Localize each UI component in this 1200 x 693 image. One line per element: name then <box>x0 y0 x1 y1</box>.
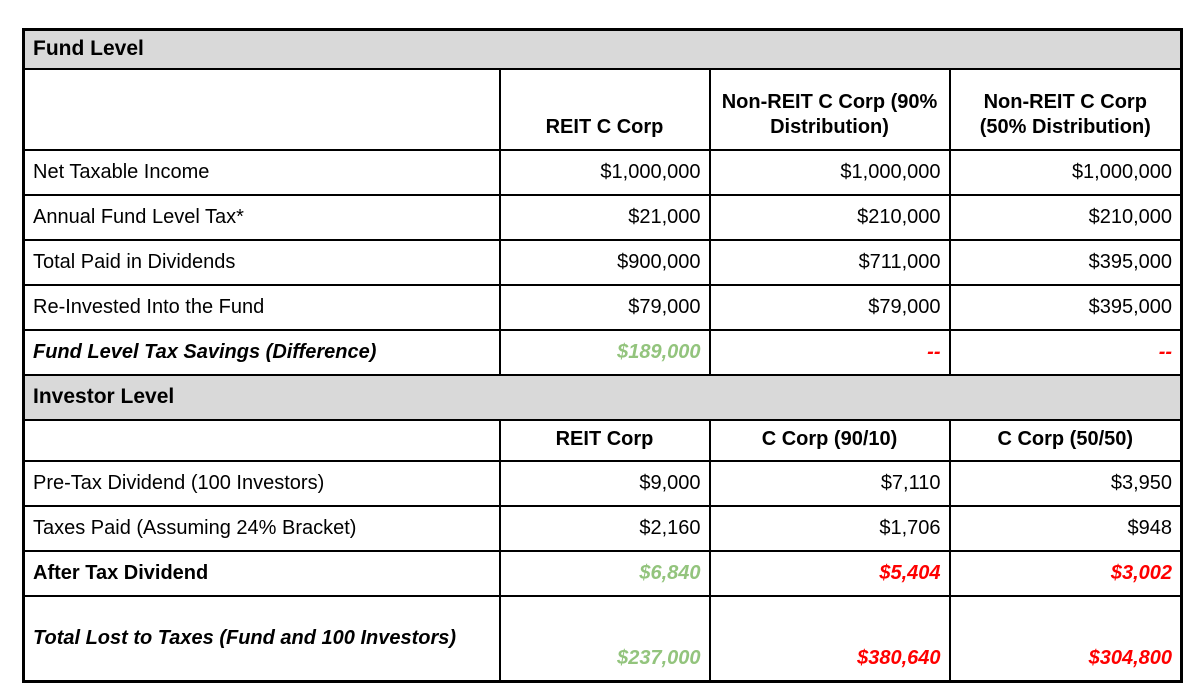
cell-value-positive: $237,000 <box>498 595 711 683</box>
tax-comparison-table: Fund Level REIT C Corp Non-REIT C Corp (… <box>22 28 1184 683</box>
cell-value: $948 <box>948 505 1183 552</box>
fund-column-header-row: REIT C Corp Non-REIT C Corp (90% Distrib… <box>22 68 1183 151</box>
investor-header-blank-cell <box>22 419 501 462</box>
cell-value: $1,000,000 <box>708 149 951 196</box>
row-label: Fund Level Tax Savings (Difference) <box>22 329 501 376</box>
cell-value-positive: $189,000 <box>498 329 711 376</box>
cell-value: $210,000 <box>708 194 951 241</box>
cell-value: $9,000 <box>498 460 711 507</box>
row-label: Re-Invested Into the Fund <box>22 284 501 331</box>
fund-header-blank-cell <box>22 68 501 151</box>
fund-column-header-nonreit-50: Non-REIT C Corp (50% Distribution) <box>948 68 1183 151</box>
investor-column-header-ccorp-9010: C Corp (90/10) <box>708 419 951 462</box>
investor-level-section-row: Investor Level <box>22 374 1183 421</box>
investor-level-section-title: Investor Level <box>22 374 1183 421</box>
row-label: Net Taxable Income <box>22 149 501 196</box>
cell-value: $395,000 <box>948 239 1183 286</box>
investor-column-header-reit: REIT Corp <box>498 419 711 462</box>
row-label: Taxes Paid (Assuming 24% Bracket) <box>22 505 501 552</box>
cell-value: $1,000,000 <box>948 149 1183 196</box>
table-row-total-lost-to-taxes: Total Lost to Taxes (Fund and 100 Invest… <box>22 595 1183 683</box>
cell-value-negative: -- <box>708 329 951 376</box>
cell-value-negative: $3,002 <box>948 550 1183 597</box>
table-row-taxes-paid: Taxes Paid (Assuming 24% Bracket) $2,160… <box>22 505 1183 552</box>
fund-level-section-title: Fund Level <box>22 28 1183 70</box>
row-label: After Tax Dividend <box>22 550 501 597</box>
row-label: Annual Fund Level Tax* <box>22 194 501 241</box>
cell-value-negative: $380,640 <box>708 595 951 683</box>
row-label: Pre-Tax Dividend (100 Investors) <box>22 460 501 507</box>
table-row-fund-level-tax-savings: Fund Level Tax Savings (Difference) $189… <box>22 329 1183 376</box>
cell-value: $2,160 <box>498 505 711 552</box>
table-row-total-paid-dividends: Total Paid in Dividends $900,000 $711,00… <box>22 239 1183 286</box>
row-label: Total Paid in Dividends <box>22 239 501 286</box>
fund-level-section-row: Fund Level <box>22 28 1183 70</box>
cell-value: $900,000 <box>498 239 711 286</box>
cell-value-positive: $6,840 <box>498 550 711 597</box>
table-row-net-taxable-income: Net Taxable Income $1,000,000 $1,000,000… <box>22 149 1183 196</box>
cell-value-negative: $5,404 <box>708 550 951 597</box>
table-row-pretax-dividend: Pre-Tax Dividend (100 Investors) $9,000 … <box>22 460 1183 507</box>
investor-column-header-ccorp-5050: C Corp (50/50) <box>948 419 1183 462</box>
cell-value: $79,000 <box>708 284 951 331</box>
table-row-annual-fund-level-tax: Annual Fund Level Tax* $21,000 $210,000 … <box>22 194 1183 241</box>
cell-value: $1,706 <box>708 505 951 552</box>
cell-value: $1,000,000 <box>498 149 711 196</box>
cell-value: $21,000 <box>498 194 711 241</box>
table-row-reinvested-into-fund: Re-Invested Into the Fund $79,000 $79,00… <box>22 284 1183 331</box>
investor-column-header-row: REIT Corp C Corp (90/10) C Corp (50/50) <box>22 419 1183 462</box>
cell-value: $711,000 <box>708 239 951 286</box>
cell-value-negative: -- <box>948 329 1183 376</box>
row-label: Total Lost to Taxes (Fund and 100 Invest… <box>22 595 501 683</box>
cell-value: $3,950 <box>948 460 1183 507</box>
cell-value: $395,000 <box>948 284 1183 331</box>
cell-value-negative: $304,800 <box>948 595 1183 683</box>
cell-value: $7,110 <box>708 460 951 507</box>
fund-column-header-nonreit-90: Non-REIT C Corp (90% Distribution) <box>708 68 951 151</box>
fund-column-header-reit: REIT C Corp <box>498 68 711 151</box>
cell-value: $79,000 <box>498 284 711 331</box>
table-row-after-tax-dividend: After Tax Dividend $6,840 $5,404 $3,002 <box>22 550 1183 597</box>
cell-value: $210,000 <box>948 194 1183 241</box>
